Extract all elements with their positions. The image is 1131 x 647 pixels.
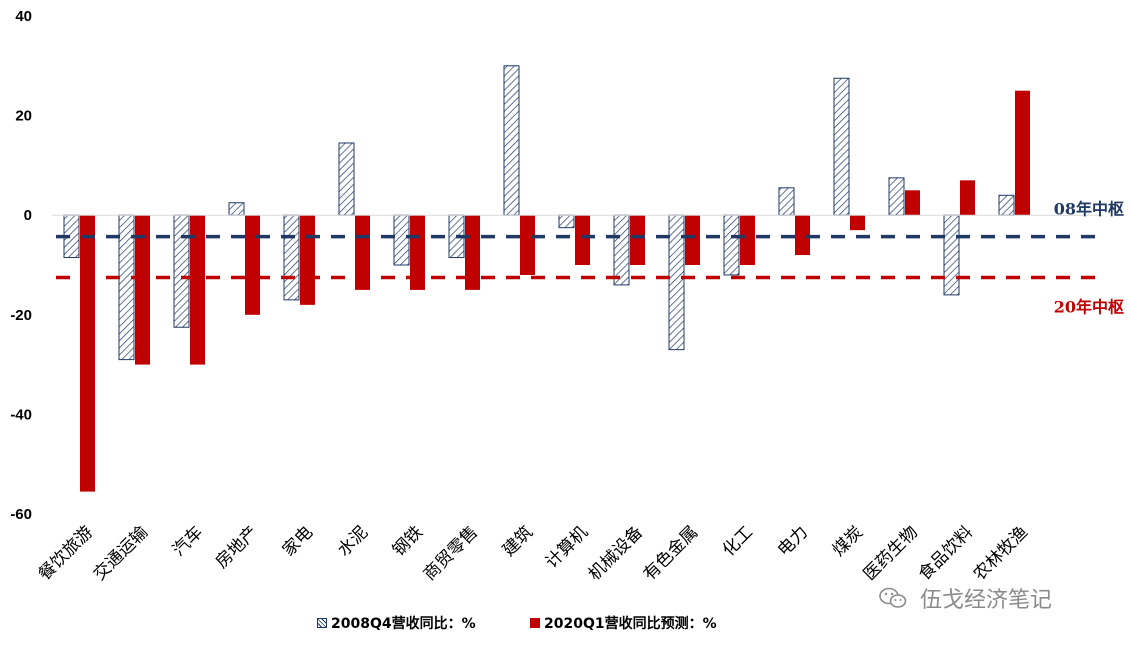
x-category-label: 计算机 xyxy=(542,522,592,572)
bar-2020q1 xyxy=(905,190,920,215)
bar-2008q4 xyxy=(504,66,519,215)
y-tick-label: 0 xyxy=(24,207,32,224)
bar-2020q1 xyxy=(575,215,590,265)
x-category-label: 房地产 xyxy=(212,522,262,572)
legend-label-2008q4: 2008Q4营收同比：% xyxy=(331,613,476,633)
x-category-label: 食品饮料 xyxy=(915,522,977,584)
bar-2008q4 xyxy=(174,215,189,327)
y-tick-label: 40 xyxy=(15,8,32,25)
x-category-label: 商贸零售 xyxy=(420,522,482,584)
legend: 2008Q4营收同比：% 2020Q1营收同比预测：% xyxy=(0,611,1131,635)
legend-swatch-solid xyxy=(530,618,540,628)
bar-2020q1 xyxy=(630,215,645,265)
x-category-label: 交通运输 xyxy=(90,522,152,584)
bar-2020q1 xyxy=(1015,91,1030,216)
y-tick-label: -40 xyxy=(10,406,32,423)
bar-2008q4 xyxy=(614,215,629,285)
x-category-label: 农林牧渔 xyxy=(970,522,1032,584)
y-tick-label: -20 xyxy=(10,307,32,324)
x-category-label: 机械设备 xyxy=(585,522,647,584)
bar-2008q4 xyxy=(889,178,904,215)
y-tick-label: -60 xyxy=(10,506,32,523)
watermark-text: 伍戈经济笔记 xyxy=(920,582,1052,614)
bar-2020q1 xyxy=(740,215,755,265)
x-category-label: 汽车 xyxy=(169,522,207,560)
bar-2008q4 xyxy=(284,215,299,300)
y-tick-label: 20 xyxy=(15,108,32,125)
x-category-label: 有色金属 xyxy=(640,522,702,584)
x-category-label: 水泥 xyxy=(334,522,372,560)
x-category-label: 建筑 xyxy=(499,522,537,560)
bar-chart: 40 20 0 -20 -40 -60 08年中枢 20年中枢 餐饮旅游交通运输 汽车 房地产家… xyxy=(0,0,1131,610)
bar-2008q4 xyxy=(834,78,849,215)
x-category-label: 家电 xyxy=(279,522,317,560)
y-axis: 40 20 0 -20 -40 -60 xyxy=(10,8,32,523)
watermark: 伍戈经济笔记 xyxy=(878,583,1052,613)
bar-2020q1 xyxy=(245,215,260,315)
bar-2020q1 xyxy=(520,215,535,275)
bar-2020q1 xyxy=(685,215,700,265)
x-category-label: 医药生物 xyxy=(860,522,922,584)
bar-2020q1 xyxy=(850,215,865,230)
legend-swatch-hatched xyxy=(317,618,327,628)
bar-2008q4 xyxy=(944,215,959,295)
legend-item-2020q1: 2020Q1营收同比预测：% xyxy=(530,611,717,635)
bar-2020q1 xyxy=(300,215,315,305)
bar-2008q4 xyxy=(229,203,244,215)
bar-2008q4 xyxy=(779,188,794,215)
bar-2020q1 xyxy=(960,180,975,215)
bar-2008q4 xyxy=(999,195,1014,215)
bar-2008q4 xyxy=(559,215,574,227)
bar-2008q4 xyxy=(339,143,354,215)
wechat-icon xyxy=(878,586,908,610)
x-category-label: 餐饮旅游 xyxy=(35,522,97,584)
x-category-label: 化工 xyxy=(719,522,757,560)
bar-2008q4 xyxy=(724,215,739,275)
x-category-label: 钢铁 xyxy=(389,522,427,560)
x-category-label: 电力 xyxy=(774,522,812,560)
x-category-label: 煤炭 xyxy=(829,522,867,560)
reference-line-label: 08年中枢 xyxy=(1054,200,1124,219)
legend-item-2008q4: 2008Q4营收同比：% xyxy=(317,611,476,635)
reference-line-label: 20年中枢 xyxy=(1054,297,1124,316)
legend-label-2020q1: 2020Q1营收同比预测：% xyxy=(544,613,717,633)
bar-2020q1 xyxy=(80,215,95,491)
bar-2008q4 xyxy=(394,215,409,265)
